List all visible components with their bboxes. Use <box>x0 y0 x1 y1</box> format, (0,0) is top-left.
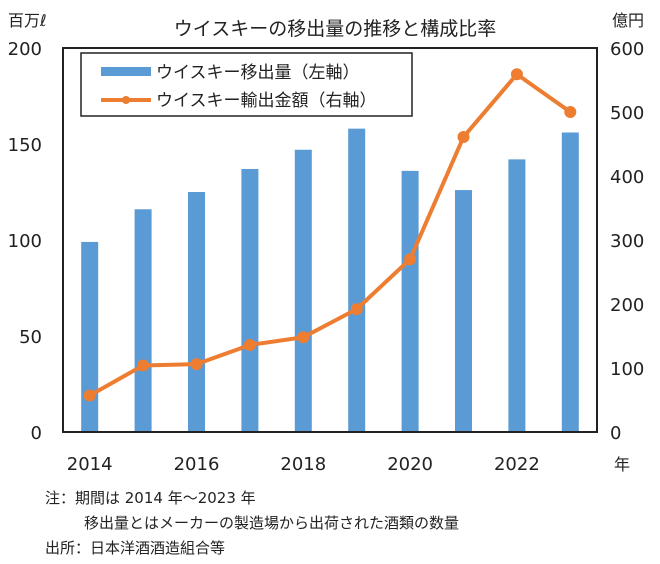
plot-frame <box>62 47 598 433</box>
x-axis-unit: 年 <box>614 455 630 474</box>
point-2018 <box>297 331 310 344</box>
right-axis-ticks: 0 100 200 300 400 500 600 <box>610 39 644 444</box>
right-tick-400: 400 <box>610 167 644 188</box>
legend-label-bar: ウイスキー移出量（左軸） <box>156 63 360 83</box>
right-tick-0: 0 <box>610 423 621 444</box>
bar-2018 <box>294 149 312 432</box>
legend-box <box>80 52 413 117</box>
bar-2014 <box>81 241 99 432</box>
x-tick-2020: 2020 <box>387 454 433 475</box>
bar-2021 <box>455 190 472 432</box>
point-2017 <box>243 338 256 351</box>
left-tick-0: 0 <box>31 423 42 444</box>
point-2021 <box>457 130 470 143</box>
right-tick-500: 500 <box>610 103 644 124</box>
left-axis-ticks: 0 50 100 150 200 <box>8 39 42 444</box>
bar-2015 <box>134 209 152 432</box>
point-2014 <box>83 389 96 402</box>
line-series <box>83 68 577 402</box>
right-tick-100: 100 <box>610 359 644 380</box>
point-2016 <box>190 358 203 371</box>
bar-series <box>81 128 579 433</box>
legend: ウイスキー移出量（左軸） ウイスキー輸出金額（右軸） <box>80 52 413 117</box>
x-tick-2018: 2018 <box>280 454 326 475</box>
right-tick-200: 200 <box>610 295 644 316</box>
right-tick-300: 300 <box>610 231 644 252</box>
point-2023 <box>564 106 577 118</box>
right-axis-unit: 億円 <box>612 11 644 30</box>
note-definition: 移出量とはメーカーの製造場から出荷された酒類の数量 <box>84 514 460 532</box>
export-value-line <box>88 72 572 398</box>
bar-2016 <box>188 192 205 432</box>
left-tick-50: 50 <box>19 327 42 348</box>
note-source: 出所：日本洋酒酒造組合等 <box>45 539 226 557</box>
x-tick-2014: 2014 <box>67 454 113 475</box>
bar-2020 <box>401 170 419 432</box>
right-tick-600: 600 <box>610 39 644 60</box>
legend-bar-swatch <box>101 67 151 76</box>
point-2015 <box>137 359 150 372</box>
x-axis-ticks: 2014 2016 2018 2020 2022 <box>67 454 540 475</box>
bar-2017 <box>241 168 259 432</box>
left-tick-150: 150 <box>8 135 42 156</box>
point-2020 <box>404 253 417 266</box>
point-2019 <box>350 303 363 316</box>
x-tick-2022: 2022 <box>494 454 540 475</box>
bar-2022 <box>508 159 526 433</box>
note-period: 注：期間は 2014 年～2023 年 <box>45 489 256 507</box>
x-tick-2016: 2016 <box>174 454 220 475</box>
left-tick-100: 100 <box>8 231 42 252</box>
chart-title: ウイスキーの移出量の推移と構成比率 <box>174 18 496 40</box>
legend-line-marker <box>122 96 130 104</box>
left-tick-200: 200 <box>8 39 42 60</box>
bar-2023 <box>561 132 579 433</box>
left-axis-unit: 百万ℓ <box>8 11 47 30</box>
chart: ウイスキーの移出量の推移と構成比率 百万ℓ 億円 年 050100150200 … <box>8 11 645 475</box>
bar-2019 <box>348 128 366 432</box>
point-2022 <box>510 68 523 81</box>
legend-label-line: ウイスキー輸出金額（右軸） <box>156 91 377 111</box>
